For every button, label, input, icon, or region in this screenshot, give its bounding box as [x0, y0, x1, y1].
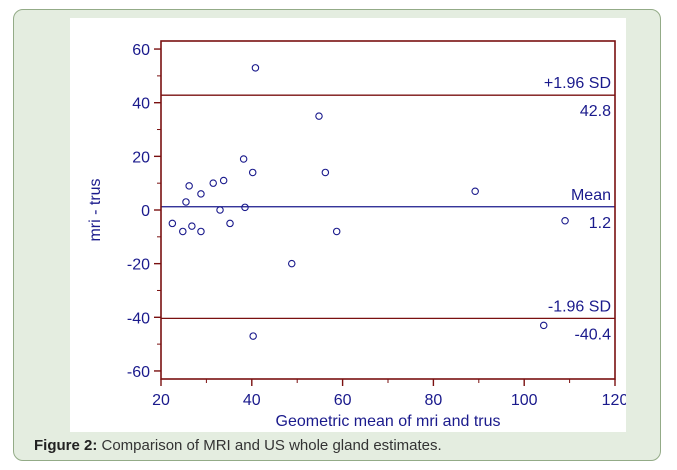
data-point: [239, 155, 248, 163]
data-point: [471, 187, 479, 195]
data-point: [249, 332, 257, 340]
data-point: [179, 227, 187, 236]
data-point: [168, 219, 177, 228]
chart-area: +1.96 SD 42.8 Mean 1.2 -1.96 SD -40.4 -60 -40 -…: [70, 18, 628, 432]
ref-line-name: +1.96 SD: [544, 75, 611, 92]
x-tick-label: 40: [243, 392, 261, 409]
x-axis-label: Geometric mean of mri and trus: [276, 413, 501, 430]
data-point: [241, 203, 249, 212]
ref-line-value: 1.2: [589, 215, 611, 232]
data-point: [185, 182, 193, 190]
data-point: [182, 198, 190, 206]
ref-line-value: 42.8: [580, 103, 611, 120]
y-tick-label: 40: [132, 96, 150, 113]
caption-text: Comparison of MRI and US whole gland est…: [97, 437, 442, 454]
bland-altman-chart: +1.96 SD 42.8 Mean 1.2 -1.96 SD -40.4 -60 -40 -…: [87, 40, 628, 430]
data-point: [332, 227, 341, 236]
data-point: [321, 168, 330, 177]
y-tick-label: 60: [132, 42, 150, 59]
data-point: [209, 179, 217, 187]
data-point: [219, 176, 228, 185]
data-point: [197, 190, 205, 198]
x-tick-label: 80: [425, 392, 443, 409]
y-axis-label: mri - trus: [87, 178, 104, 241]
data-point: [315, 112, 323, 120]
x-tick-label: 120: [602, 392, 626, 409]
y-tick-label: 0: [141, 203, 150, 220]
figure-caption: Figure 2: Comparison of MRI and US whole…: [34, 437, 442, 454]
figure-panel: +1.96 SD 42.8 Mean 1.2 -1.96 SD -40.4 -60 -40 -…: [13, 9, 661, 461]
y-tick-label: -60: [127, 364, 150, 381]
data-point: [216, 206, 224, 214]
x-tick-label: 100: [511, 392, 538, 409]
data-point: [561, 216, 569, 225]
x-tick-label: 20: [152, 392, 170, 409]
ref-line-name: Mean: [571, 187, 611, 204]
data-point: [288, 259, 296, 268]
ref-line-value: -40.4: [575, 326, 612, 343]
data-point: [251, 64, 260, 72]
data-point: [248, 168, 257, 177]
data-point: [197, 227, 205, 236]
ref-line-name: -1.96 SD: [548, 298, 611, 315]
x-tick-label: 60: [334, 392, 352, 409]
y-tick-label: -40: [127, 310, 150, 327]
y-tick-label: 20: [132, 149, 150, 166]
data-point: [539, 321, 548, 330]
caption-label: Figure 2:: [34, 437, 98, 454]
y-tick-label: -20: [127, 257, 150, 274]
data-point: [188, 222, 196, 230]
data-point: [226, 219, 234, 228]
